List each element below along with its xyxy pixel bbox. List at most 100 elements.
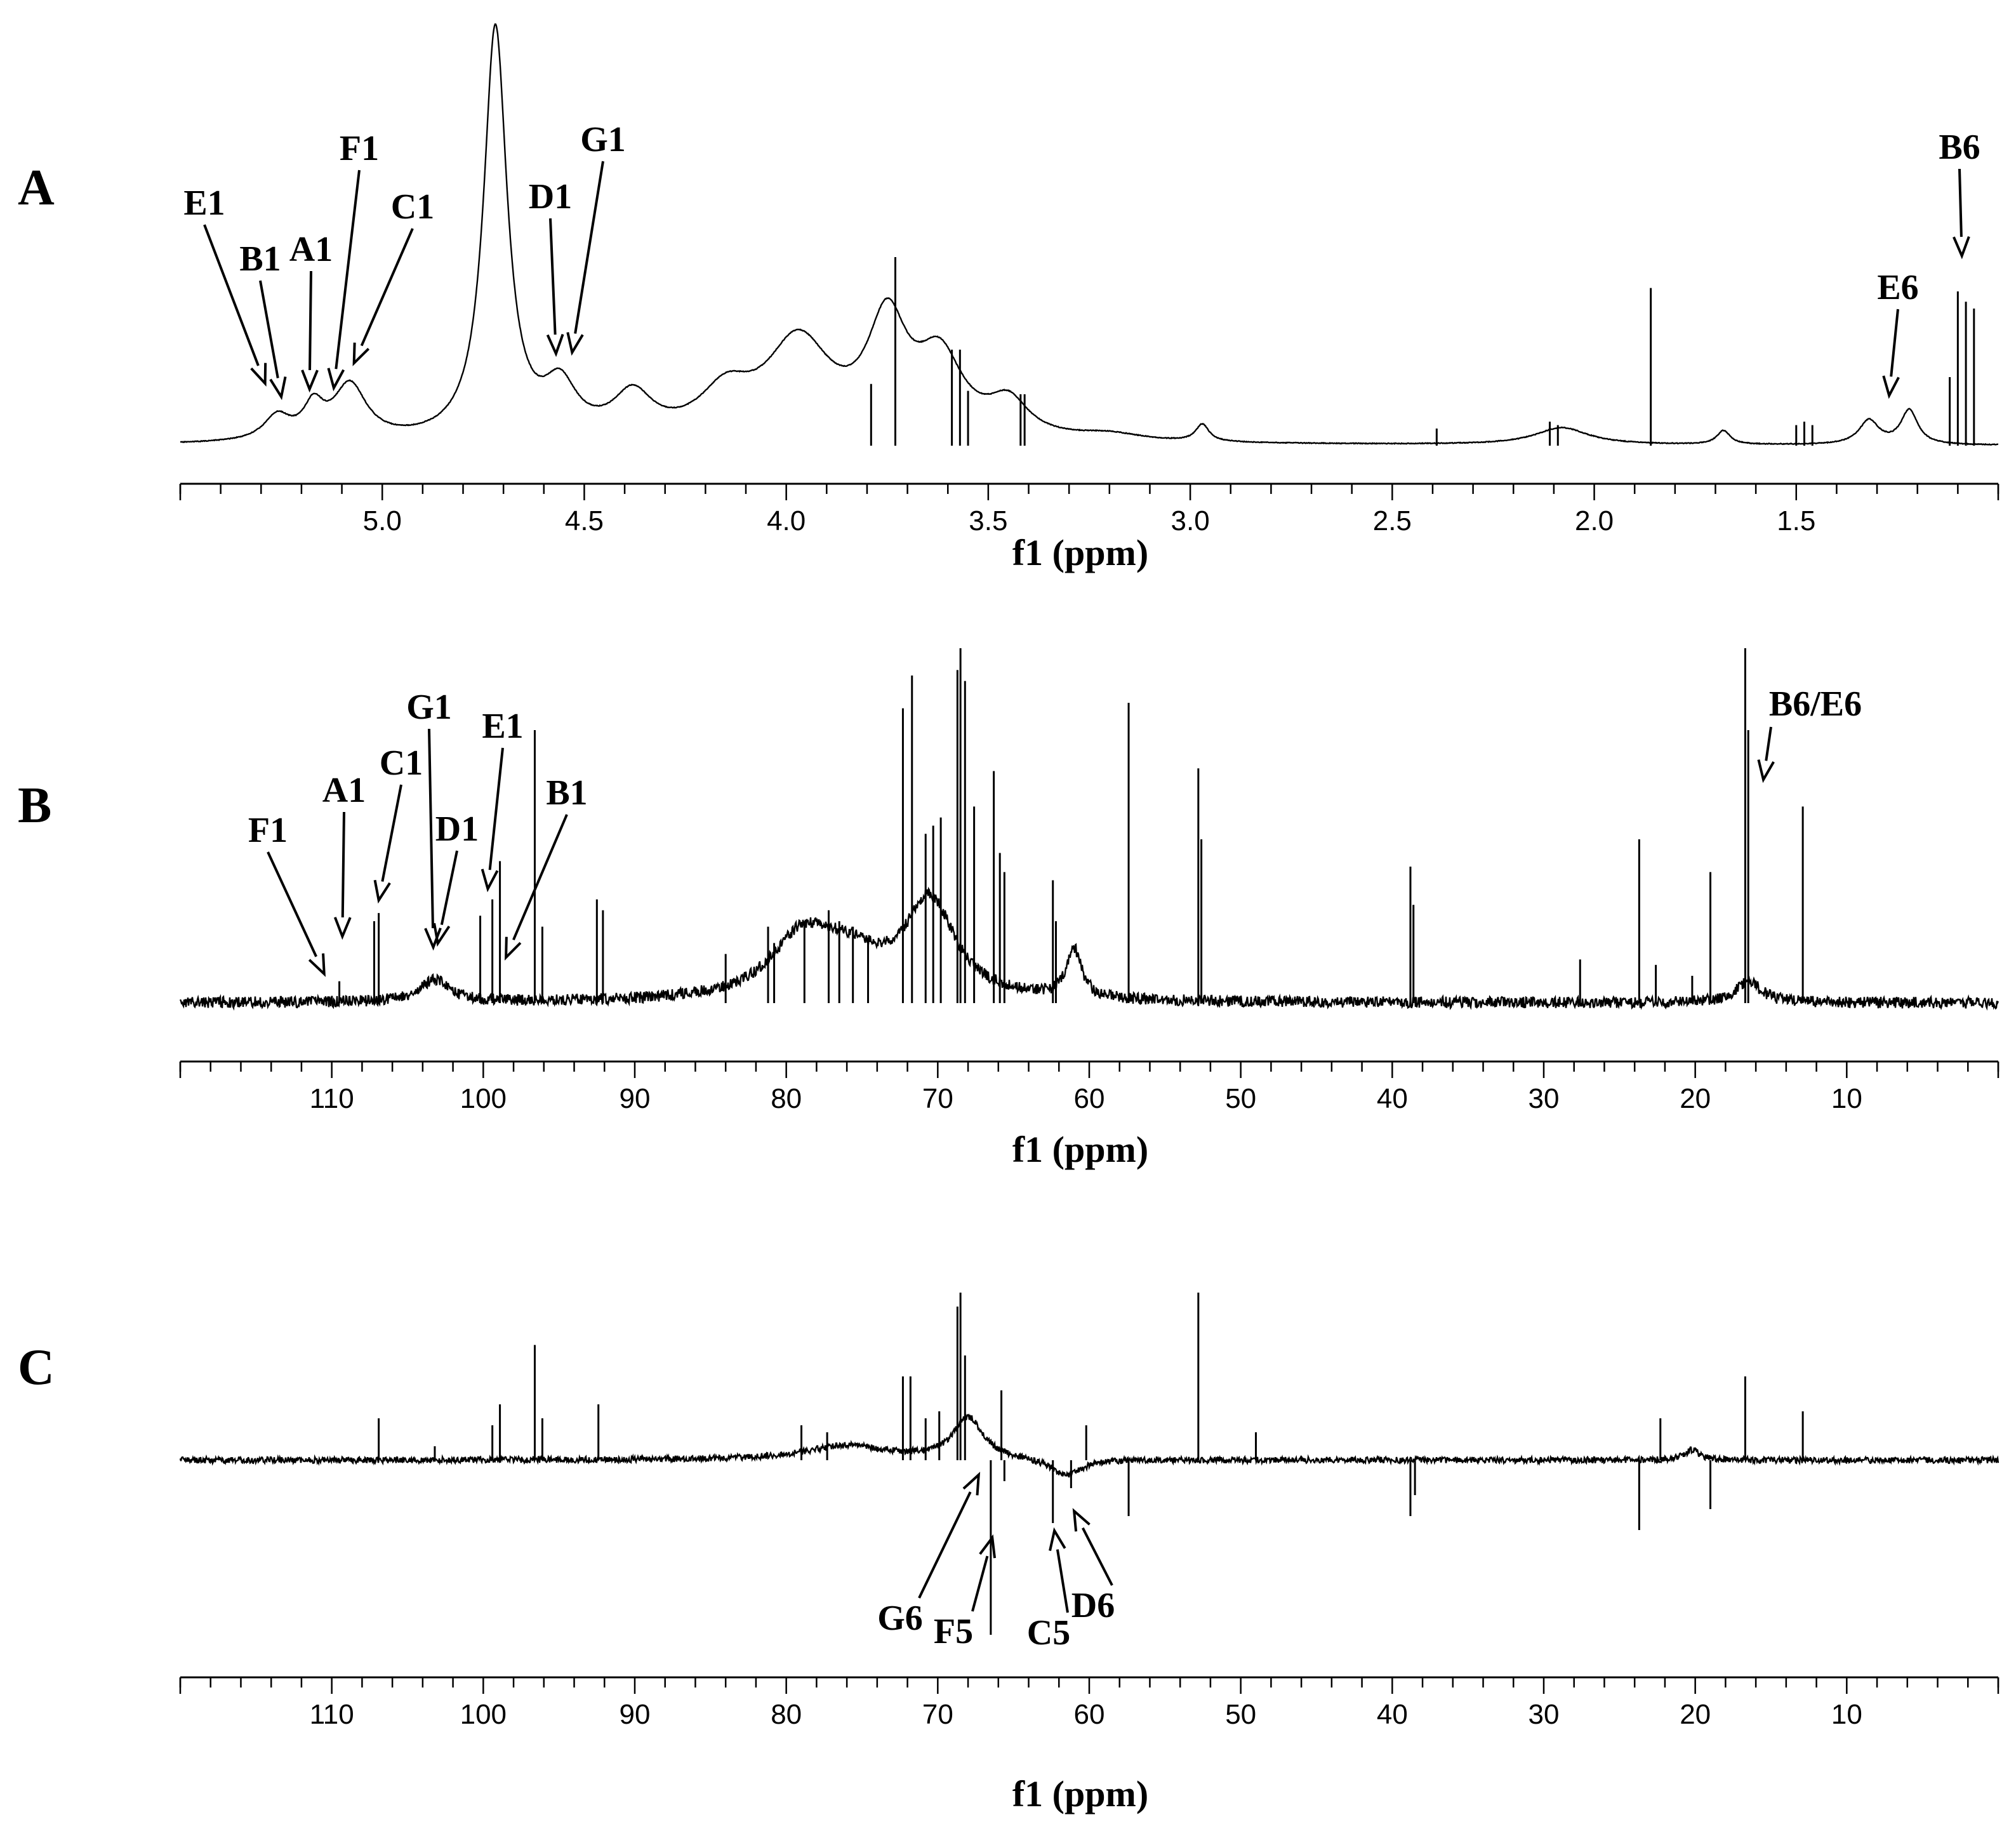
panel-c-arrow-head-d6 <box>1072 1508 1091 1532</box>
panel-a-arrow-head-e6 <box>1882 375 1900 399</box>
panel-a-arrow-shaft-e6 <box>1890 309 1899 377</box>
panel-a-arrow-head-e1 <box>250 363 267 387</box>
panel-b-arrow-head-d1 <box>433 922 451 947</box>
panel-b-tick-label: 110 <box>310 1083 354 1114</box>
panel-a-label-d1: D1 <box>529 177 572 216</box>
panel-a-label-e1: E1 <box>183 183 225 223</box>
panel-c-label-f5: F5 <box>934 1612 973 1651</box>
panel-b-arrow-head-b6-e6 <box>1757 759 1775 783</box>
panel-b-arrow-head-e1 <box>481 869 499 893</box>
panel-b-label-f1: F1 <box>248 811 288 850</box>
panel-c-tick-label: 100 <box>460 1699 507 1730</box>
panel-b-label-b6-e6: B6/E6 <box>1769 684 1862 724</box>
panel-c-arrow-head-c5 <box>1049 1527 1066 1551</box>
panel-a-arrow-shaft-d1 <box>549 218 557 335</box>
panel-c-tick-label: 10 <box>1831 1699 1862 1730</box>
panel-a-tick-label: 2.5 <box>1373 505 1412 536</box>
panel-a-arrow-shaft-b1 <box>259 280 279 378</box>
panel-a-arrow-head-g1 <box>566 332 584 356</box>
panel-c-tick-label: 40 <box>1377 1699 1408 1730</box>
panel-c-label-d6: D6 <box>1071 1586 1115 1625</box>
panel-c-arrow-head-g6 <box>962 1472 981 1496</box>
panel-b-spectrum-trace <box>179 886 1999 1011</box>
panel-b-tick-label: 40 <box>1377 1083 1408 1114</box>
panel-a-x-axis-title: f1 (ppm) <box>1012 532 1148 573</box>
panel-a-arrow-head-c1 <box>352 342 370 366</box>
panel-a-label-b1: B1 <box>239 239 281 279</box>
panel-a-label-g1: G1 <box>580 120 626 159</box>
panel-b-tick-label: 20 <box>1680 1083 1711 1114</box>
panel-b-tick-label: 60 <box>1074 1083 1105 1114</box>
panel-c-tick-label: 50 <box>1225 1699 1256 1730</box>
panel-c-tick-label: 30 <box>1529 1699 1560 1730</box>
panel-a-label-e6: E6 <box>1877 268 1918 307</box>
panel-b-arrow-head-f1 <box>308 953 326 977</box>
panel-letter-a: A <box>18 160 55 216</box>
panel-a-arrow-shaft-e1 <box>203 224 260 366</box>
panel-b-arrow-head-g1 <box>424 928 442 951</box>
panel-b-tick-label: 30 <box>1529 1083 1560 1114</box>
panel-a-label-c1: C1 <box>391 187 434 227</box>
panel-a-label-a1: A1 <box>289 230 333 269</box>
panel-a-label-f1: F1 <box>340 129 379 168</box>
panel-b-tick-label: 10 <box>1831 1083 1862 1114</box>
panel-c-label-c5: C5 <box>1027 1613 1070 1653</box>
panel-b-arrow-shaft-a1 <box>341 811 345 918</box>
panel-a-arrow-head-a1 <box>301 369 319 393</box>
panel-b-arrow-shaft-c1 <box>381 784 402 882</box>
panel-b-arrow-head-b1 <box>505 936 522 961</box>
panel-a-arrow-shaft-b6 <box>1958 168 1963 237</box>
panel-a-arrow-head-b1 <box>269 376 287 401</box>
panel-c-tick-label: 110 <box>310 1699 354 1730</box>
panel-b-arrow-shaft-e1 <box>488 747 504 870</box>
panel-c-spectrum-trace <box>179 1413 1999 1478</box>
panel-b-tick-label: 50 <box>1225 1083 1256 1114</box>
panel-a-label-b6: B6 <box>1939 128 1980 167</box>
panel-letter-b: B <box>18 778 51 834</box>
panel-c-tick-label: 60 <box>1074 1699 1105 1730</box>
panel-b-label-c1: C1 <box>380 743 423 783</box>
panel-c-arrow-shaft-f5 <box>971 1555 989 1612</box>
panel-c-tick-label: 20 <box>1680 1699 1711 1730</box>
panel-a-arrow-shaft-f1 <box>335 170 361 369</box>
panel-b-carbon-spectrum: 110 100 90 80 70 60 50 40 30 20 10 F1 A1 C1 G1 D1 E1 B1 B6… <box>179 648 1999 1114</box>
panel-c-arrow-shaft-d6 <box>1082 1527 1113 1586</box>
panel-a-arrow-shaft-a1 <box>308 270 312 371</box>
panel-c-arrow-head-f5 <box>979 1534 997 1559</box>
panel-b-tick-label: 90 <box>620 1083 651 1114</box>
panel-c-tick-label: 80 <box>771 1699 802 1730</box>
panel-a-spectrum-trace <box>180 23 1999 446</box>
panel-c-tick-label: 90 <box>620 1699 651 1730</box>
panel-a-arrow-shaft-g1 <box>574 161 604 334</box>
panel-b-arrow-shaft-b1 <box>512 814 568 941</box>
panel-b-label-g1: G1 <box>406 688 452 727</box>
panel-b-arrow-shaft-g1 <box>428 728 434 929</box>
panel-b-arrow-shaft-f1 <box>267 851 317 957</box>
panel-b-tick-label: 80 <box>771 1083 802 1114</box>
panel-c-arrow-shaft-c5 <box>1056 1549 1069 1613</box>
panel-c-tick-label: 70 <box>922 1699 953 1730</box>
panel-a-tick-label: 1.5 <box>1777 505 1815 536</box>
panel-b-tick-label: 100 <box>460 1083 507 1114</box>
panel-a-tick-label: 3.0 <box>1171 505 1210 536</box>
panel-b-label-a1: A1 <box>322 771 366 810</box>
panel-a-tick-label: 4.0 <box>767 505 806 536</box>
panel-a-arrow-head-d1 <box>546 333 564 357</box>
panel-a-arrow-shaft-c1 <box>360 228 414 347</box>
panel-a-arrow-head-f1 <box>327 368 345 392</box>
panel-b-arrow-head-a1 <box>333 917 352 940</box>
panel-letter-c: C <box>18 1340 55 1395</box>
panel-a-arrow-head-b6 <box>1953 236 1970 260</box>
panel-a-tick-label: 3.5 <box>969 505 1007 536</box>
panel-a-tick-label: 4.5 <box>565 505 604 536</box>
panel-b-x-axis-title: f1 (ppm) <box>1012 1129 1148 1170</box>
panel-c-x-axis-title: f1 (ppm) <box>1012 1773 1148 1814</box>
panel-a-tick-label: 5.0 <box>363 505 402 536</box>
panel-b-tick-label: 70 <box>922 1083 953 1114</box>
panel-b-arrow-head-c1 <box>373 879 391 904</box>
panel-c-label-g6: G6 <box>877 1599 923 1638</box>
